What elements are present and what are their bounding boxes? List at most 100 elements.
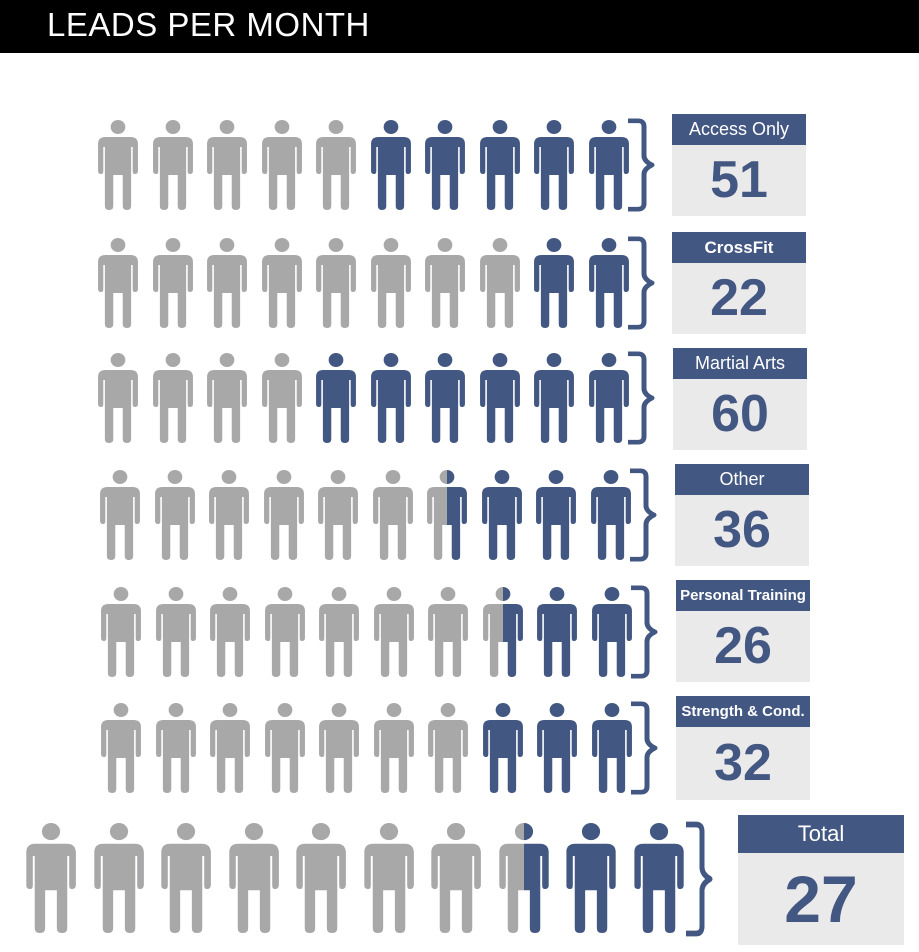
person-icon [479,120,521,215]
person-icon [97,353,139,448]
category-label: Total [738,815,904,853]
person-icon [263,470,305,565]
person-icon [479,353,521,448]
person-icon [261,353,303,448]
person-icon [533,120,575,215]
person-icon [97,120,139,215]
person-icon [363,823,415,938]
person-icon [295,823,347,938]
person-icon [373,703,415,798]
category-value-card: CrossFit 22 [672,232,806,334]
category-value: 51 [710,151,768,209]
person-icon [25,823,77,938]
right-curly-brace-icon [628,468,668,567]
person-icon [315,353,357,448]
page-title: LEADS PER MONTH [47,6,370,43]
person-icon [588,238,630,333]
person-icon [533,353,575,448]
category-label: Martial Arts [673,348,807,379]
person-icon [99,470,141,565]
person-icon [154,470,196,565]
person-icon [481,470,523,565]
person-icon [370,238,412,333]
person-icon [427,703,469,798]
person-icon [155,703,197,798]
category-value: 60 [711,385,769,443]
person-icon [370,120,412,215]
person-icon [633,823,685,938]
person-icon [317,470,359,565]
person-icon [97,238,139,333]
right-curly-brace-icon [626,236,666,335]
category-value: 32 [714,734,772,792]
right-curly-brace-icon [626,351,666,450]
person-icon [261,120,303,215]
person-icon [100,587,142,682]
category-value-card: Strength & Cond. 32 [676,696,810,800]
person-icon [372,470,414,565]
person-icon [155,587,197,682]
category-value: 22 [710,269,768,327]
person-icon [426,470,468,565]
person-icon [482,703,524,798]
category-value: 26 [714,617,772,675]
right-curly-brace-icon [629,585,669,684]
person-icon [424,353,466,448]
person-icon [533,238,575,333]
person-icon [427,587,469,682]
person-icon [588,353,630,448]
person-icon [370,353,412,448]
person-icon [424,120,466,215]
category-value: 27 [784,862,858,936]
person-icon [93,823,145,938]
person-icon [318,703,360,798]
person-icon [206,353,248,448]
person-icon [160,823,212,938]
category-label: Other [675,464,809,495]
category-value-card: Personal Training 26 [676,580,810,682]
person-icon [565,823,617,938]
category-value: 36 [713,501,771,559]
category-label: CrossFit [672,232,806,263]
person-icon [430,823,482,938]
person-icon [152,353,194,448]
person-icon [264,587,306,682]
person-icon [152,120,194,215]
person-icon [535,470,577,565]
person-icon [206,120,248,215]
person-icon [261,238,303,333]
category-value-card: Other 36 [675,464,809,566]
person-icon [228,823,280,938]
person-icon [206,238,248,333]
person-icon [590,470,632,565]
category-value-card: Total 27 [738,815,904,945]
person-icon [100,703,142,798]
person-icon [424,238,466,333]
person-icon [498,823,550,938]
category-value-card: Martial Arts 60 [673,348,807,450]
person-icon [152,238,194,333]
right-curly-brace-icon [629,701,669,800]
right-curly-brace-icon [684,821,724,942]
person-icon [318,587,360,682]
person-icon [591,703,633,798]
category-label: Personal Training [676,580,810,611]
person-icon [536,703,578,798]
person-icon [373,587,415,682]
person-icon [315,120,357,215]
person-icon [209,703,251,798]
category-label: Access Only [672,114,806,145]
person-icon [209,587,251,682]
person-icon [264,703,306,798]
person-icon [591,587,633,682]
person-icon [588,120,630,215]
person-icon [315,238,357,333]
category-value-card: Access Only 51 [672,114,806,216]
person-icon [208,470,250,565]
page-header: LEADS PER MONTH [0,0,919,53]
category-label: Strength & Cond. [676,696,810,727]
person-icon [536,587,578,682]
right-curly-brace-icon [626,118,666,217]
person-icon [479,238,521,333]
person-icon [482,587,524,682]
